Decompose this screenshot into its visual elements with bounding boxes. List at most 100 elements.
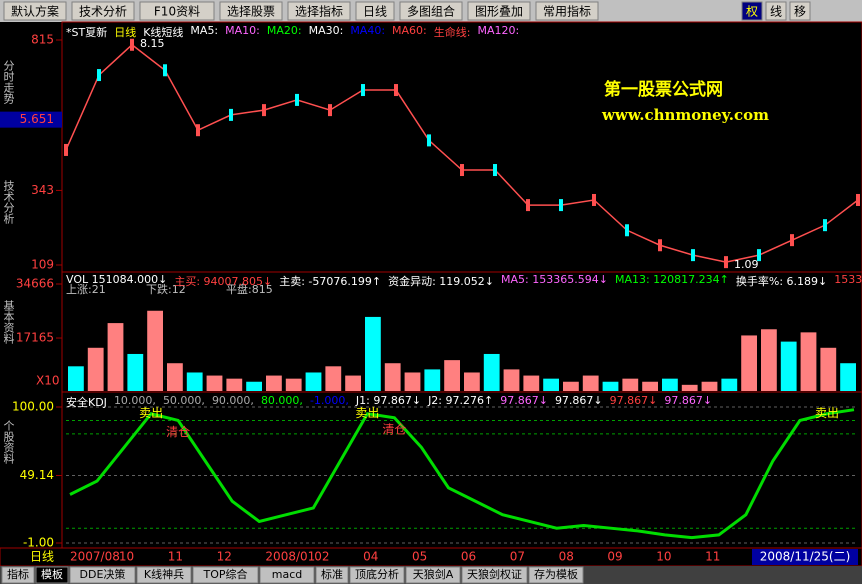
header-item: 主卖: -57076.199↑ — [279, 275, 382, 288]
menu-button[interactable] — [71, 1, 135, 21]
candle — [196, 124, 200, 137]
side-tab[interactable]: 技术分析 — [2, 180, 15, 225]
toolbar-button[interactable] — [789, 1, 811, 21]
bottom-tab-label[interactable]: TOP综合 — [202, 567, 247, 581]
toolbar-item[interactable]: 移 — [794, 5, 806, 19]
indicator-header: 安全KDJ 10.000, 50.000, 90.000, 80.000, -1.000,… — [66, 394, 712, 410]
candle — [163, 64, 167, 77]
volume-bar — [800, 332, 817, 391]
signal-label: 卖出 — [139, 406, 163, 420]
toolbar-button[interactable] — [741, 1, 763, 21]
menu-button[interactable] — [3, 1, 67, 21]
y-tick-label: 100.00 — [12, 400, 54, 414]
volume-bar — [167, 363, 183, 391]
volume-bar — [285, 378, 302, 391]
bottom-tab-label[interactable]: 顶底分析 — [355, 567, 399, 581]
kdj-line — [69, 408, 855, 540]
bottom-tab[interactable] — [136, 566, 192, 584]
bottom-tab-label[interactable]: macd — [272, 568, 303, 581]
volume-bar — [127, 353, 144, 391]
y-tick-label: 343 — [31, 183, 54, 197]
volume-bar — [365, 316, 381, 391]
header-item: MA5: 153365.594↓ — [501, 273, 608, 286]
side-tab[interactable]: 个股资料 — [2, 420, 15, 465]
header-item: 80.000, — [260, 394, 303, 407]
menu-button[interactable] — [219, 1, 283, 21]
bottom-tab-label[interactable]: 天狼剑权证 — [467, 567, 522, 581]
toolbar-item[interactable]: 权 — [746, 5, 758, 19]
menu-item[interactable]: 常用指标 — [543, 4, 591, 19]
side-tab[interactable]: 分时走势 — [2, 60, 15, 104]
volume-bar — [741, 335, 757, 391]
y-tick-label: 49.14 — [20, 468, 54, 482]
high-label: 8.15 — [140, 37, 165, 50]
bottom-tab[interactable] — [35, 566, 69, 584]
candle — [460, 164, 464, 177]
bottom-tab[interactable] — [405, 566, 461, 584]
header-item: 日线 — [114, 26, 137, 39]
menu-button[interactable] — [399, 1, 463, 21]
volume-bar — [622, 378, 639, 391]
side-tab[interactable]: 基本资料 — [2, 300, 15, 345]
bottom-tab[interactable] — [315, 566, 349, 584]
menu-item[interactable]: 选择股票 — [227, 5, 275, 19]
volume-bar — [404, 372, 421, 391]
menu-item[interactable]: 技术分析 — [79, 5, 127, 19]
bottom-tab[interactable] — [528, 566, 584, 584]
bottom-tab-label[interactable]: 天狼剑A — [413, 567, 454, 581]
menu-button[interactable] — [535, 1, 599, 21]
bottom-tab[interactable] — [1, 566, 35, 584]
indicator-header: *ST夏新 日线 K线短线 MA5: MA10: MA20: MA30: MA40: MA60:… — [66, 24, 519, 40]
date-label: 11 — [705, 550, 720, 564]
bottom-tab-label[interactable]: 指标 — [7, 567, 29, 581]
menu-item[interactable]: 选择指标 — [295, 4, 343, 19]
current-date: 2008/11/25(二) — [760, 550, 851, 564]
date-label: 08 — [559, 550, 574, 564]
date-label: 10 — [656, 550, 671, 564]
toolbar-button[interactable] — [765, 1, 787, 21]
volume-bar — [602, 381, 619, 391]
bottom-tab[interactable] — [259, 566, 315, 584]
candle — [493, 164, 497, 177]
bottom-tab[interactable] — [349, 566, 405, 584]
bottom-tab-label[interactable]: DDE决策 — [80, 567, 126, 581]
bottom-tab-label[interactable]: 模板 — [41, 567, 63, 581]
date-label: 04 — [363, 550, 378, 564]
header-item: -1.000, — [309, 394, 349, 407]
volume-bar — [87, 347, 104, 391]
menu-item[interactable]: 多图组合 — [407, 4, 455, 19]
bottom-tab-label[interactable]: K线神兵 — [144, 567, 184, 581]
menu-item[interactable]: F10资料 — [154, 5, 200, 19]
low-label: 1.09 — [734, 258, 759, 271]
menu-item[interactable]: 默认方案 — [11, 4, 59, 19]
menu-button[interactable] — [467, 1, 531, 21]
candle — [328, 104, 332, 117]
header-item: 97.867↓ — [554, 394, 603, 407]
header-item: 97.867↓ — [664, 394, 713, 407]
y-tick-label: 5.651 — [20, 112, 54, 126]
y-tick-label: 815 — [31, 33, 54, 47]
date-label: 07 — [510, 550, 525, 564]
volume-bar — [444, 360, 460, 391]
menu-button[interactable] — [355, 1, 395, 21]
bottom-tab[interactable] — [461, 566, 528, 584]
date-label: 2007/08 — [70, 550, 120, 564]
bottom-tab[interactable] — [69, 566, 136, 584]
volume-bar — [266, 375, 282, 391]
menu-item[interactable]: 图形叠加 — [475, 5, 523, 19]
bottom-tab-label[interactable]: 存为模板 — [534, 567, 578, 581]
menu-item[interactable]: 日线 — [363, 5, 387, 19]
date-label: 2008/01 — [265, 550, 315, 564]
bottom-tab[interactable] — [192, 566, 259, 584]
header-item: 50.000, — [162, 394, 205, 407]
menu-button[interactable] — [287, 1, 351, 21]
header-item: MA5: — [190, 24, 219, 37]
toolbar-item[interactable]: 线 — [770, 5, 782, 19]
bottom-tab-label[interactable]: 标准 — [321, 567, 343, 581]
header-item: VOL 151084.000↓ — [66, 273, 168, 286]
header-item: 主买: 94007.805↓ — [174, 275, 273, 288]
header-item: K线短线 — [143, 26, 184, 39]
menu-button[interactable] — [139, 1, 215, 21]
unit-label: X10 — [36, 374, 60, 388]
price-line — [65, 43, 859, 263]
